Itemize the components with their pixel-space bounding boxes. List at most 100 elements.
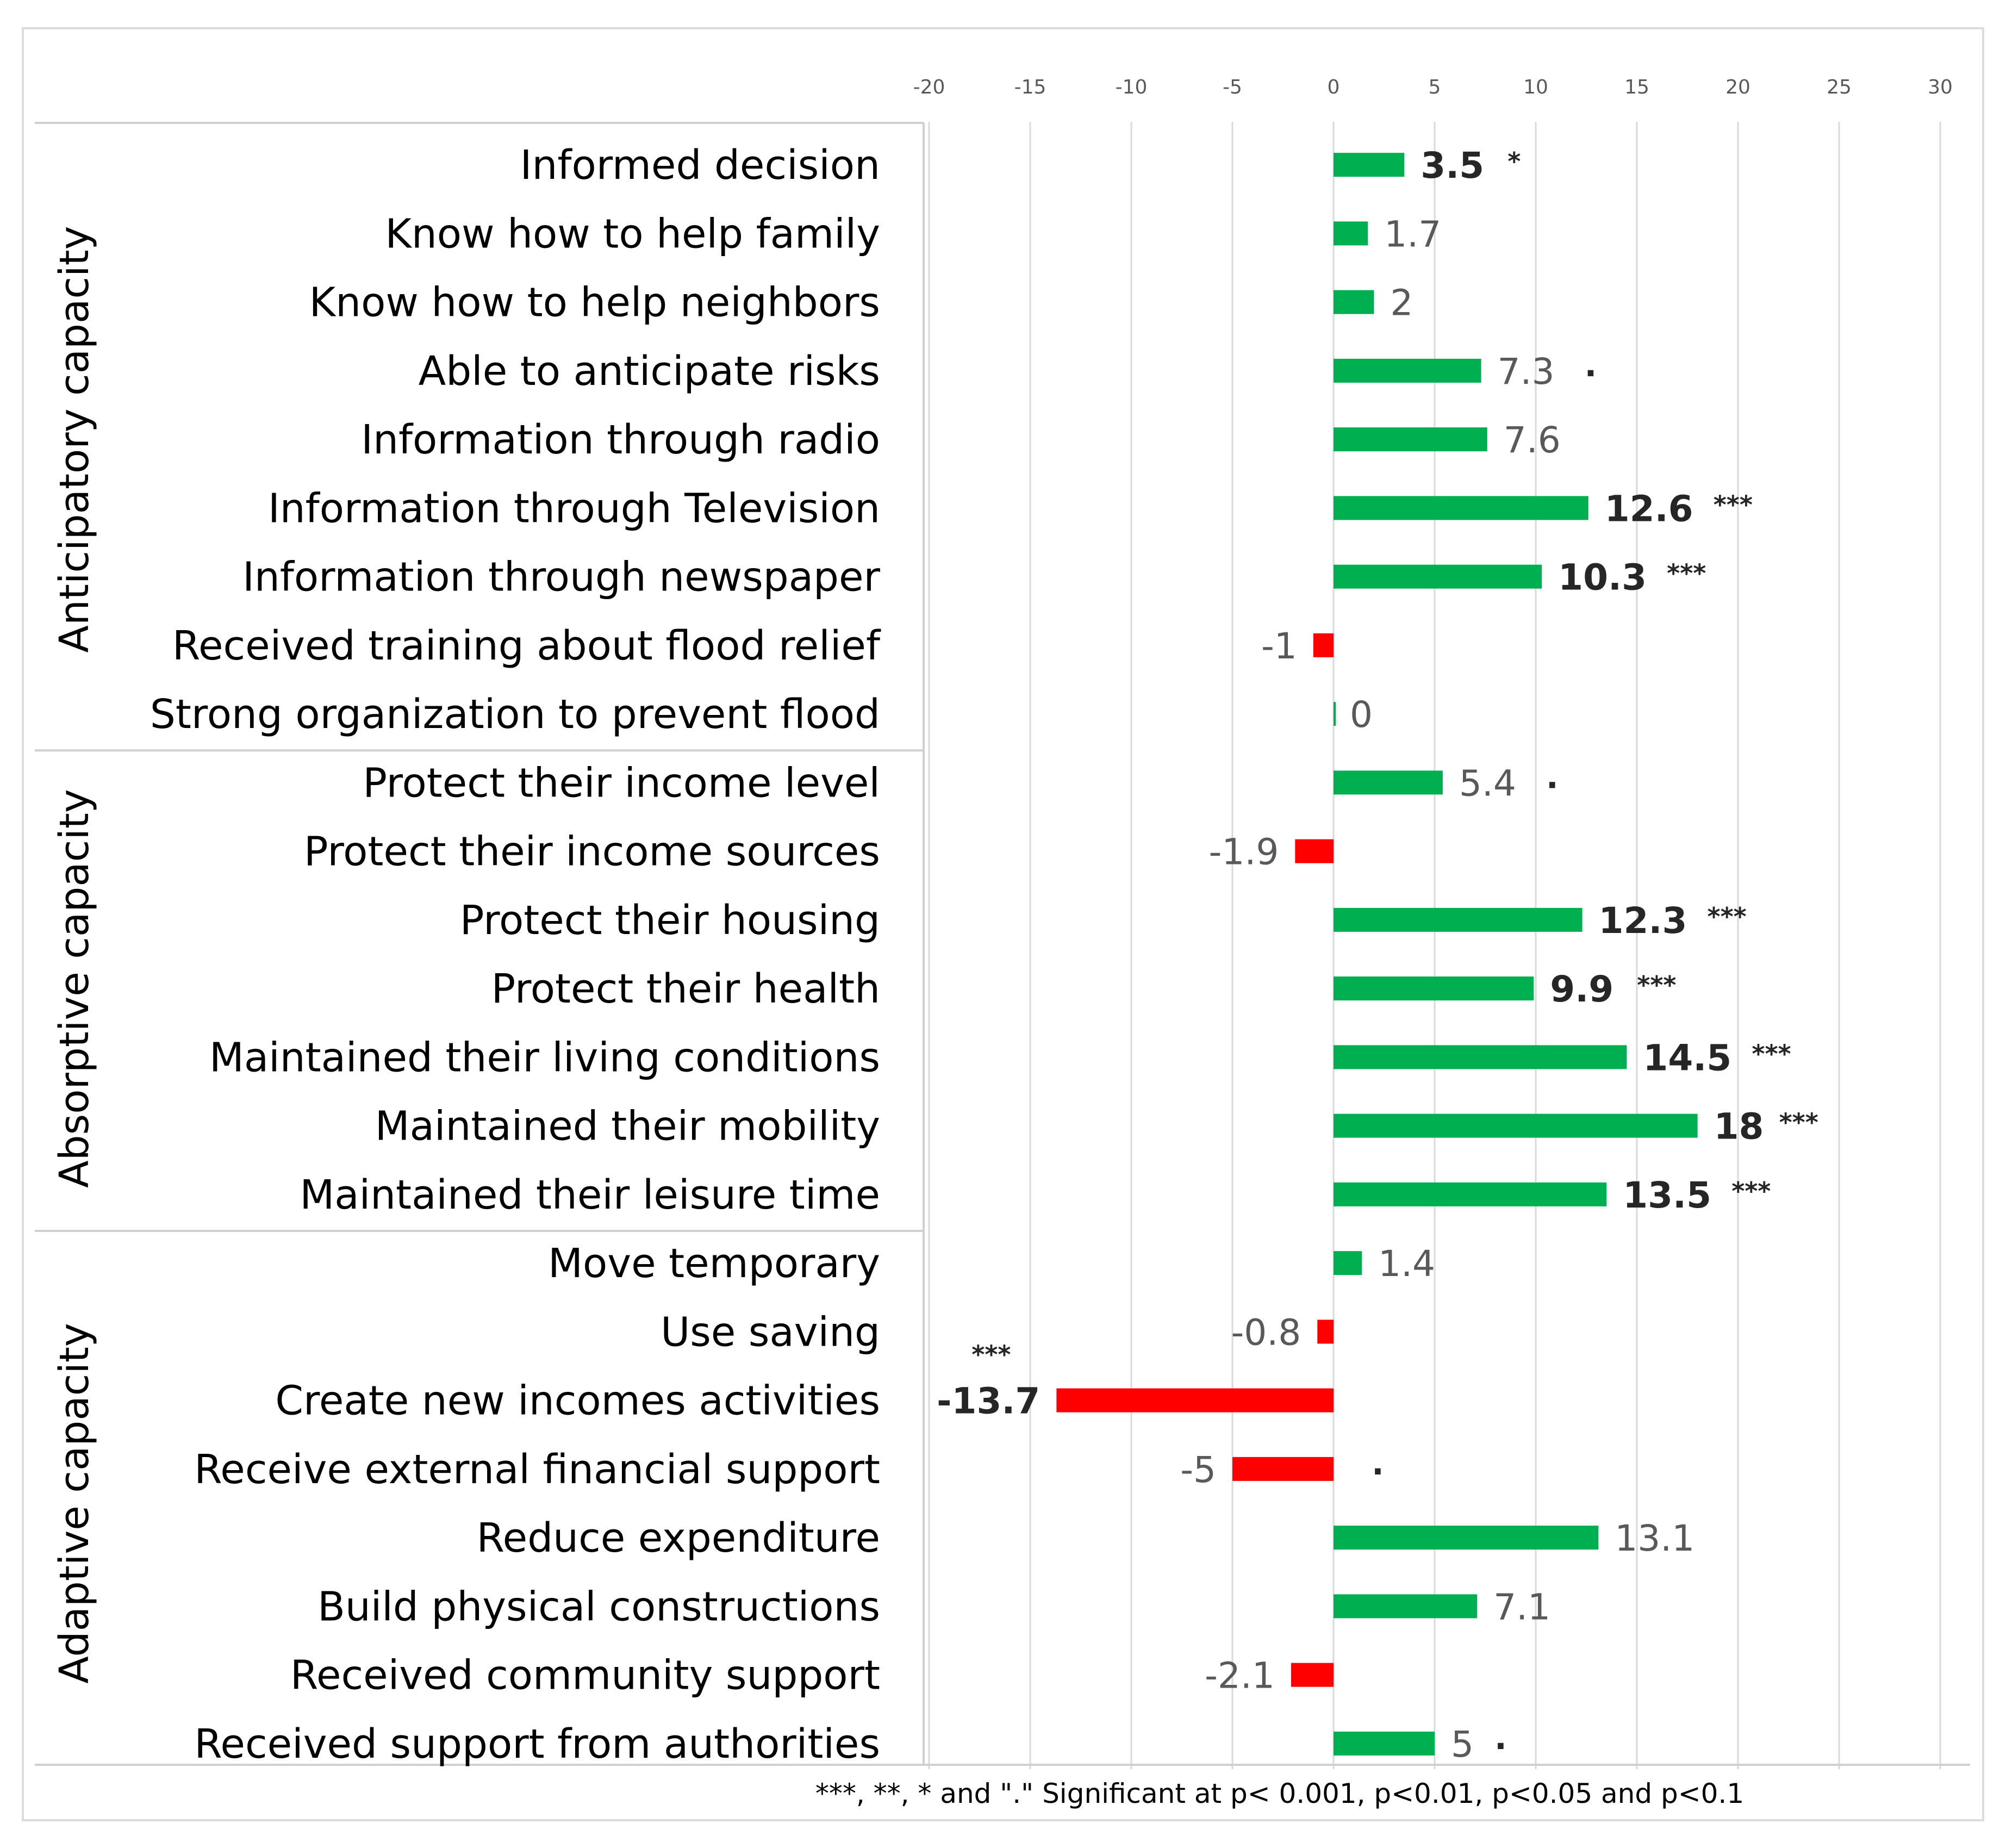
category-label: Maintained their leisure time <box>300 1172 880 1218</box>
bar-positive <box>1334 1731 1435 1756</box>
bar-negative <box>1317 1320 1334 1344</box>
category-label: Maintained their mobility <box>375 1103 880 1150</box>
bar-positive <box>1334 290 1374 314</box>
bar-positive <box>1334 976 1534 1001</box>
significance-marker: . <box>1494 1719 1507 1757</box>
category-label: Information through Television <box>268 485 880 532</box>
category-label: Maintained their living conditions <box>209 1034 880 1081</box>
data-label: -1.9 <box>1209 831 1279 873</box>
bar-positive <box>1334 1182 1607 1206</box>
data-label: 5.4 <box>1459 762 1516 804</box>
data-label: 3.5 <box>1421 145 1484 186</box>
data-label: 0 <box>1350 694 1373 736</box>
x-tick-label: 5 <box>1429 76 1441 98</box>
data-label: 7.3 <box>1498 351 1555 393</box>
category-label: Strong organization to prevent flood <box>150 691 880 738</box>
data-label: 1.7 <box>1384 213 1441 255</box>
x-tick-label: -15 <box>1014 76 1046 98</box>
category-label: Received training about flood relief <box>172 623 881 669</box>
significance-marker: *** <box>1752 1039 1791 1068</box>
data-label: 10.3 <box>1558 557 1647 599</box>
bar-positive <box>1334 1045 1627 1069</box>
category-label: Use saving <box>661 1309 880 1355</box>
category-label: Informed decision <box>520 142 880 189</box>
bar-positive <box>1334 1594 1478 1619</box>
bar-positive <box>1334 221 1368 246</box>
footnote: ***, **, * and "." Significant at p< 0.0… <box>815 1778 1744 1809</box>
bar-negative <box>1056 1388 1334 1413</box>
significance-marker: *** <box>1731 1177 1771 1206</box>
category-label: Received community support <box>290 1652 880 1699</box>
data-label: -5 <box>1180 1449 1216 1491</box>
chart-frame: -20 -15 -10 -5 0 5 10 15 20 25 30 Informed decision… <box>22 27 1984 1821</box>
data-label: 12.3 <box>1599 900 1687 942</box>
category-label: Protect their income sources <box>304 829 880 875</box>
significance-marker: . <box>1585 346 1597 384</box>
x-tick-label: 15 <box>1624 76 1649 98</box>
data-label: 13.5 <box>1623 1174 1711 1216</box>
category-label: Know how to help neighbors <box>309 279 880 326</box>
category-label: Able to anticipate risks <box>419 348 880 395</box>
significance-marker: . <box>1546 758 1559 796</box>
bar-positive <box>1334 153 1405 177</box>
significance-marker: *** <box>1714 490 1753 519</box>
bar-positive <box>1334 702 1336 726</box>
category-label: Know how to help family <box>385 210 880 257</box>
group-label: Anticipatory capacity <box>51 226 98 653</box>
significance-marker: *** <box>1667 559 1706 588</box>
x-tick-label: -10 <box>1116 76 1148 98</box>
bar-negative <box>1313 633 1334 657</box>
x-tick-label: 10 <box>1523 76 1548 98</box>
bar-negative <box>1232 1457 1334 1481</box>
bar-positive <box>1334 1526 1599 1550</box>
x-tick-label: 0 <box>1328 76 1340 98</box>
data-label: 7.1 <box>1493 1586 1550 1628</box>
bar-positive <box>1334 427 1487 452</box>
category-label: Create new incomes activities <box>275 1378 880 1424</box>
data-label: -0.8 <box>1231 1311 1301 1353</box>
data-label: 5 <box>1451 1723 1474 1765</box>
data-label: 13.1 <box>1615 1517 1694 1559</box>
data-label: 2 <box>1390 282 1413 324</box>
x-tick-label: 20 <box>1725 76 1750 98</box>
bar-positive <box>1334 564 1542 589</box>
category-label: Reduce expenditure <box>477 1515 880 1561</box>
category-label: Receive external financial support <box>194 1446 880 1493</box>
significance-marker: . <box>1372 1445 1384 1483</box>
data-label: 14.5 <box>1643 1037 1731 1079</box>
category-label: Information through radio <box>361 416 880 463</box>
data-label: 1.4 <box>1378 1243 1435 1285</box>
significance-marker: *** <box>971 1340 1011 1370</box>
bar-negative <box>1295 839 1334 863</box>
category-label: Information through newspaper <box>242 554 880 601</box>
data-label: 9.9 <box>1550 968 1613 1010</box>
data-label: 12.6 <box>1605 488 1693 530</box>
data-label: -2.1 <box>1205 1655 1275 1697</box>
data-label: 7.6 <box>1504 419 1561 461</box>
bar-positive <box>1334 1251 1362 1275</box>
x-tick-label: -20 <box>913 76 945 98</box>
significance-marker: *** <box>1637 970 1676 1000</box>
category-label: Protect their health <box>491 966 880 1012</box>
bar-positive <box>1334 496 1588 520</box>
group-label: Adaptive capacity <box>51 1323 98 1683</box>
category-label: Build physical constructions <box>317 1583 880 1630</box>
category-label: Protect their income level <box>363 760 880 806</box>
bar-positive <box>1334 770 1443 795</box>
group-label: Absorptive capacity <box>51 789 98 1188</box>
bar-negative <box>1291 1663 1334 1687</box>
x-tick-label: -5 <box>1223 76 1242 98</box>
bar-positive <box>1334 1113 1698 1138</box>
x-tick-label: 25 <box>1827 76 1852 98</box>
bar-positive <box>1334 358 1481 383</box>
data-label: -13.7 <box>937 1380 1040 1422</box>
significance-marker: * <box>1507 147 1521 176</box>
category-label: Move temporary <box>548 1240 880 1287</box>
data-label: 18 <box>1714 1106 1764 1148</box>
bar-positive <box>1334 907 1583 932</box>
significance-marker: *** <box>1779 1108 1818 1137</box>
category-label: Received support from authorities <box>194 1721 880 1768</box>
significance-marker: *** <box>1708 902 1747 931</box>
category-label: Protect their housing <box>460 897 880 944</box>
